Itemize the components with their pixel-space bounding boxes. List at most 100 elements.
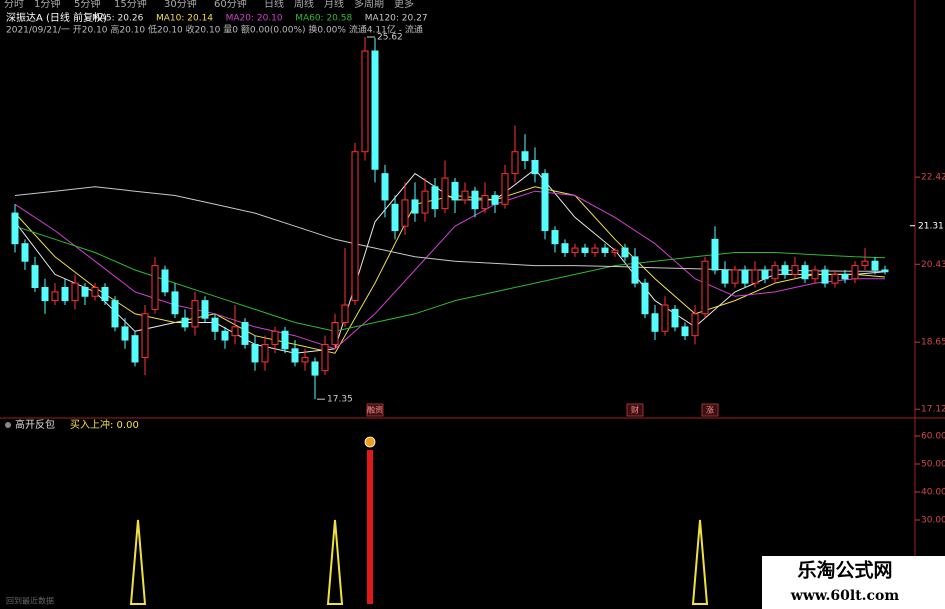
candle-body — [441, 177, 449, 210]
candle-body — [631, 256, 639, 284]
legend-entry: 买入上冲: 0.00 — [70, 418, 139, 431]
candle-body — [661, 304, 669, 332]
candle-body — [501, 173, 509, 205]
signal-marker — [364, 436, 376, 448]
candle-body — [141, 313, 149, 359]
menu-item[interactable]: 15分钟 — [114, 0, 147, 10]
candle-body — [381, 173, 389, 201]
signal-spike — [326, 519, 344, 605]
candle-body — [671, 308, 679, 328]
candle-body — [681, 326, 689, 337]
candle-body — [171, 291, 179, 315]
watermark-title: 乐淘公式网 — [797, 559, 892, 582]
signal-bar — [367, 450, 373, 604]
candle-body — [271, 330, 279, 345]
candle-body — [481, 195, 489, 210]
ma-line — [14, 190, 885, 350]
candle-body — [291, 348, 299, 363]
event-box — [626, 403, 644, 417]
candle-body — [21, 243, 29, 262]
menu-item[interactable]: 月线 — [324, 0, 344, 10]
menu-item[interactable]: 30分钟 — [164, 0, 197, 10]
menu-item[interactable]: 5分钟 — [74, 0, 100, 10]
panel-icon — [5, 422, 11, 428]
menu-item[interactable]: 周线 — [294, 0, 314, 10]
candle-body — [401, 199, 409, 227]
candle-body — [121, 326, 129, 341]
candle-body — [331, 322, 339, 345]
candle-body — [711, 238, 719, 271]
candle-body — [211, 317, 219, 332]
legend-entry: MA5: 20.26 — [92, 14, 144, 24]
menu-item[interactable]: 60分钟 — [214, 0, 247, 10]
candle-body — [31, 265, 39, 288]
candle-body — [791, 265, 799, 275]
candle-body — [491, 195, 499, 205]
candle-body — [341, 304, 349, 324]
candle-body — [251, 343, 259, 363]
menu-item[interactable]: 多周期 — [354, 0, 384, 10]
candle-body — [241, 322, 249, 345]
candle-body — [851, 265, 859, 280]
event-label: 财 — [631, 405, 639, 415]
candle-body — [41, 286, 49, 302]
stock-title: 深振达A (日线 前复权) — [6, 11, 107, 24]
candle-body — [841, 273, 849, 280]
candle-body — [101, 286, 109, 302]
candle-body — [541, 173, 549, 232]
candle-body — [321, 343, 329, 372]
candle-body — [811, 269, 819, 280]
candle-body — [71, 282, 79, 302]
menu-item[interactable]: 1分钟 — [34, 0, 60, 10]
last-price-label: 21.31 — [918, 221, 944, 231]
info-line: 2021/09/21/一 开20.10 高20.10 低20.10 收20.10… — [6, 24, 423, 36]
legend-entry: MA10: 20.14 — [156, 14, 213, 24]
candle-body — [281, 330, 289, 350]
footer-hint: 回到最近数据 — [6, 596, 54, 606]
menu-item[interactable]: 日线 — [264, 0, 284, 10]
legend-entry: MA60: 20.58 — [295, 14, 352, 24]
candle-body — [561, 243, 569, 253]
y-tick-label: 20.43 — [921, 260, 945, 270]
candle-body — [221, 330, 229, 341]
menu-item[interactable]: 更多 — [394, 0, 414, 10]
candle-body — [191, 300, 199, 328]
candle-body — [521, 151, 529, 162]
candle-body — [601, 247, 609, 253]
candle-body — [451, 181, 459, 201]
signal-spike — [691, 519, 709, 605]
candle-body — [61, 286, 69, 302]
event-box — [366, 403, 384, 417]
event-box — [701, 403, 719, 417]
candle-body — [231, 326, 239, 337]
candle-body — [351, 151, 359, 302]
candle-body — [651, 313, 659, 332]
watermark-url: www.60lt.com — [790, 588, 900, 604]
candle-body — [801, 265, 809, 280]
y-tick-label: 60.00 — [921, 432, 945, 442]
candle-body — [301, 357, 309, 363]
candle-body — [431, 186, 439, 210]
candle-body — [161, 269, 169, 293]
candle-body — [261, 343, 269, 363]
candle-body — [111, 300, 119, 328]
menu-item[interactable]: 分时 — [4, 0, 24, 10]
candle-body — [11, 212, 19, 245]
candle-body — [701, 260, 709, 315]
legend-entry: MA120: 20.27 — [365, 14, 428, 24]
candle-body — [771, 265, 779, 280]
candle-body — [761, 269, 769, 280]
candle-body — [181, 317, 189, 328]
candle-body — [461, 190, 469, 201]
candle-body — [371, 50, 379, 170]
candle-body — [611, 249, 619, 253]
event-label: 涨 — [706, 405, 714, 415]
candle-body — [781, 265, 789, 275]
candle-body — [871, 260, 879, 271]
candle-body — [861, 260, 869, 267]
candle-body — [691, 313, 699, 337]
candle-body — [131, 335, 139, 363]
